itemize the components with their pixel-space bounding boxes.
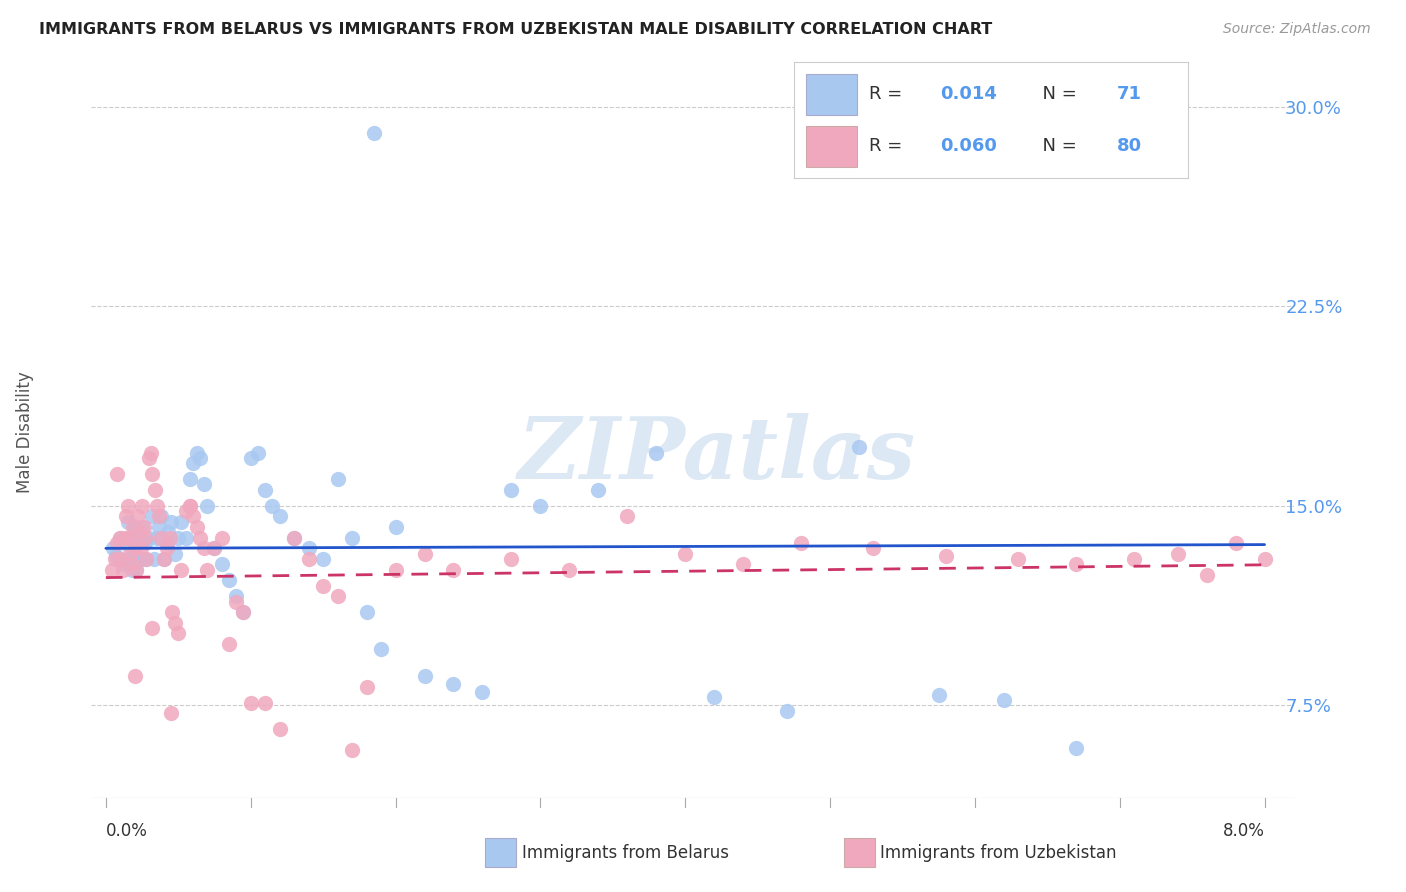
Text: Immigrants from Belarus: Immigrants from Belarus	[522, 844, 728, 862]
Bar	[806, 74, 858, 114]
Bar	[806, 126, 858, 167]
Text: IMMIGRANTS FROM BELARUS VS IMMIGRANTS FROM UZBEKISTAN MALE DISABILITY CORRELATIO: IMMIGRANTS FROM BELARUS VS IMMIGRANTS FR…	[39, 22, 993, 37]
Text: 0.014: 0.014	[941, 85, 997, 103]
Text: 0.0%: 0.0%	[105, 822, 148, 840]
Text: 80: 80	[1118, 137, 1142, 155]
Text: 0.060: 0.060	[941, 137, 997, 155]
Text: N =: N =	[1031, 85, 1083, 103]
Text: 71: 71	[1118, 85, 1142, 103]
Text: Male Disability: Male Disability	[17, 372, 34, 493]
Text: R =: R =	[869, 137, 908, 155]
Text: Immigrants from Uzbekistan: Immigrants from Uzbekistan	[880, 844, 1116, 862]
Text: ZIPatlas: ZIPatlas	[517, 413, 915, 496]
Text: N =: N =	[1031, 137, 1083, 155]
Text: Source: ZipAtlas.com: Source: ZipAtlas.com	[1223, 22, 1371, 37]
Text: 8.0%: 8.0%	[1223, 822, 1264, 840]
Text: R =: R =	[869, 85, 908, 103]
